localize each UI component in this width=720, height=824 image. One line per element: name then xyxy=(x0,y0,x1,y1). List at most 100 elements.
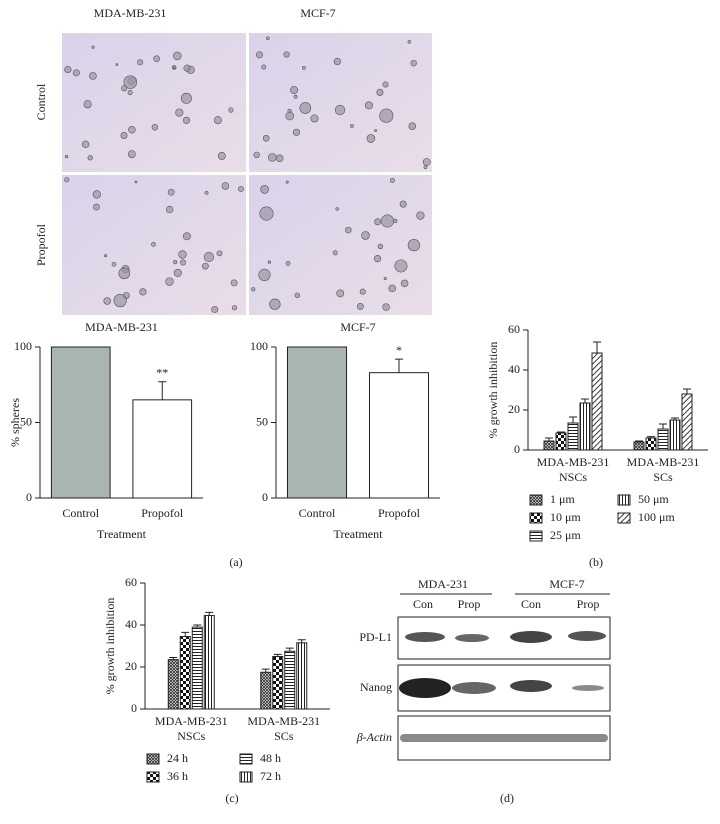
chart-title: MCF-7 xyxy=(340,320,375,334)
x-tick-label: NSCs xyxy=(177,729,205,743)
micrograph-grid xyxy=(62,33,432,315)
row-label: PD-L1 xyxy=(359,630,392,644)
bar xyxy=(191,626,203,710)
group-label: MCF-7 xyxy=(549,577,584,591)
sphere xyxy=(394,259,408,273)
micrograph xyxy=(62,33,246,172)
legend-label: 100 μm xyxy=(638,510,675,524)
sphere xyxy=(336,289,345,298)
sphere xyxy=(175,108,184,117)
sphere xyxy=(423,165,428,170)
sphere xyxy=(382,81,389,88)
legend-swatch xyxy=(529,494,543,506)
sphere xyxy=(139,288,147,296)
error-bar xyxy=(569,416,577,423)
x-axis-title: Treatment xyxy=(334,527,384,541)
x-tick-label: Propofol xyxy=(141,506,184,520)
bar xyxy=(543,440,555,451)
sphere xyxy=(134,180,138,184)
sphere xyxy=(87,155,93,161)
error-bar xyxy=(158,381,167,400)
legend-label: 72 h xyxy=(260,769,281,783)
legend-swatch xyxy=(239,771,253,783)
sphere xyxy=(377,243,384,250)
axis xyxy=(527,330,708,451)
band xyxy=(452,682,496,694)
bar xyxy=(368,372,430,499)
legend-label: 48 h xyxy=(260,751,281,765)
lane-label: Con xyxy=(521,597,541,611)
sphere xyxy=(293,94,298,99)
sphere xyxy=(137,59,144,66)
sphere xyxy=(267,260,271,264)
sphere xyxy=(285,111,295,121)
sphere xyxy=(407,40,411,44)
sphere xyxy=(111,262,117,267)
sphere xyxy=(228,107,234,113)
chart-title: MDA-MB-231 xyxy=(85,320,158,334)
y-tick-label: 0 xyxy=(26,490,32,504)
error-bar xyxy=(297,639,306,643)
sphere xyxy=(83,100,92,109)
sphere xyxy=(383,277,387,281)
error-bar xyxy=(647,436,655,438)
sphere xyxy=(216,250,223,257)
legend-label: 10 μm xyxy=(550,510,581,524)
sphere xyxy=(127,150,136,159)
sphere xyxy=(221,182,230,190)
sphere xyxy=(332,250,338,256)
sphere xyxy=(173,51,182,61)
band xyxy=(399,678,451,698)
bar xyxy=(591,352,603,451)
sphere xyxy=(422,158,431,166)
sphere xyxy=(103,297,112,305)
sphere xyxy=(231,305,238,311)
y-tick-label: 50 xyxy=(256,414,268,428)
x-tick-label: MDA-MB-231 xyxy=(537,455,610,469)
sphere xyxy=(262,134,270,142)
y-tick-label: 50 xyxy=(20,414,32,428)
sphere xyxy=(269,298,281,310)
sphere xyxy=(261,64,267,70)
sphere xyxy=(256,51,263,59)
error-bar xyxy=(683,388,691,394)
sphere xyxy=(285,261,291,266)
sphere xyxy=(345,226,352,234)
sphere xyxy=(91,45,95,49)
error-bar xyxy=(557,431,565,433)
blot-strip xyxy=(397,715,611,761)
x-tick-label: MDA-MB-231 xyxy=(247,714,320,728)
sphere xyxy=(120,132,128,140)
error-bar xyxy=(671,417,679,420)
bar xyxy=(272,656,284,710)
legend-swatch xyxy=(239,753,253,765)
sphere xyxy=(178,250,187,259)
sphere xyxy=(294,292,301,299)
error-bar xyxy=(593,341,601,353)
error-bar xyxy=(635,440,643,442)
sphere xyxy=(151,241,156,247)
y-tick-label: 60 xyxy=(508,322,520,336)
sphere xyxy=(237,185,244,192)
column-label: MDA-MB-231 xyxy=(94,6,167,20)
sphere xyxy=(172,65,177,70)
sphere xyxy=(310,114,319,123)
sphere xyxy=(182,116,191,124)
sphere xyxy=(64,65,72,74)
bar xyxy=(167,659,179,710)
error-bar xyxy=(205,611,214,616)
x-tick-label: NSCs xyxy=(559,470,587,484)
x-axis-title: Treatment xyxy=(97,527,147,541)
panel-label: (d) xyxy=(500,791,514,805)
sphere xyxy=(118,267,131,280)
x-tick-label: MDA-MB-231 xyxy=(155,714,228,728)
band xyxy=(405,632,445,642)
sphere xyxy=(72,69,80,77)
sphere xyxy=(361,231,370,240)
sphere xyxy=(333,57,341,66)
band xyxy=(400,734,608,742)
bar xyxy=(681,393,693,451)
error-bar xyxy=(285,647,294,652)
legend-label: 50 μm xyxy=(638,492,669,506)
row-label: Propofol xyxy=(34,223,48,266)
